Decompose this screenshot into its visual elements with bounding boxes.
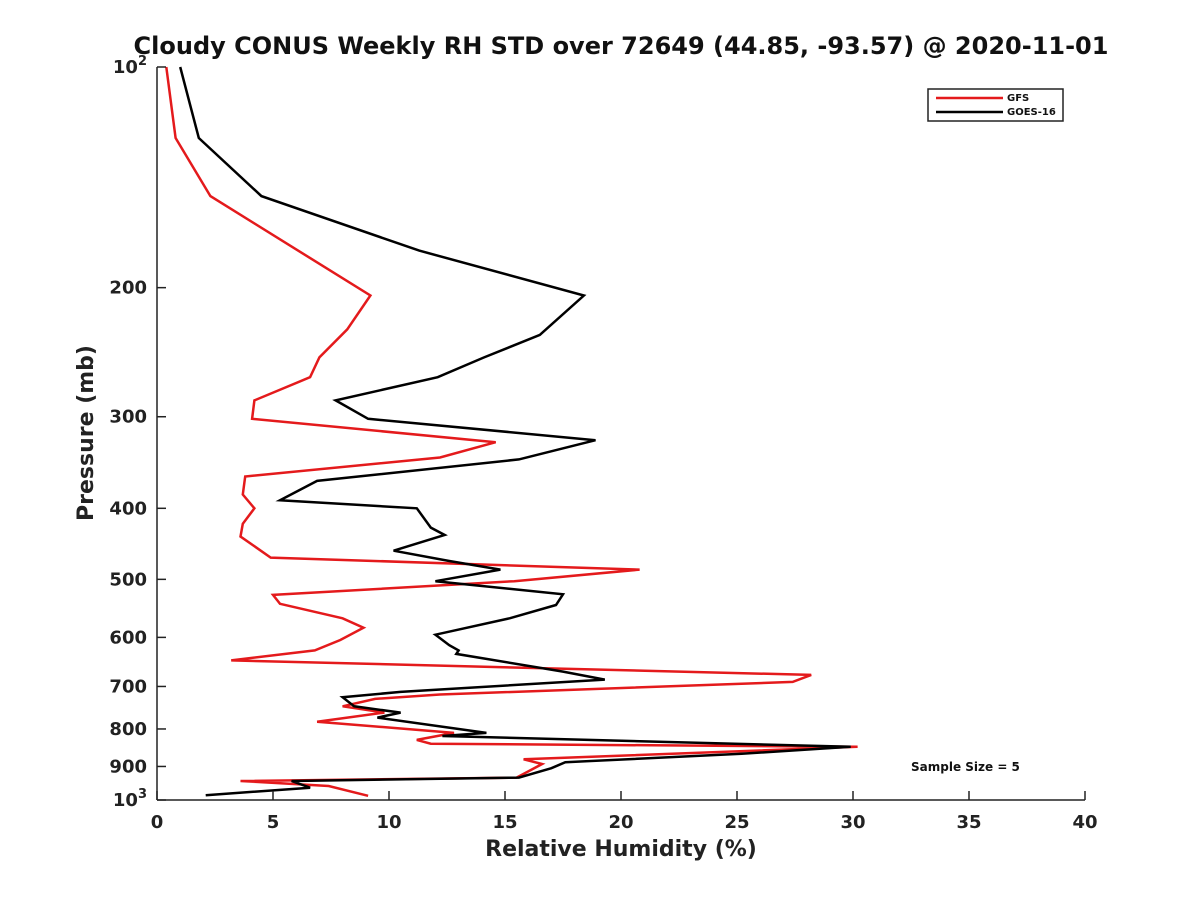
series-line-gfs (165, 66, 858, 798)
y-tick-label: 900 (109, 756, 147, 777)
legend-box (927, 88, 1064, 122)
x-tick-label: 0 (151, 812, 164, 833)
legend-label-gfs: GFS (1007, 93, 1029, 104)
series-line-goes16 (178, 66, 851, 797)
y-tick-label: 800 (109, 719, 147, 740)
x-tick-label: 35 (956, 812, 981, 833)
legend: GFS GOES-16 (927, 88, 1064, 122)
y-axis-label: Pressure (mb) (74, 345, 99, 521)
x-tick-label: 40 (1072, 812, 1097, 833)
plot-area: 0 5 10 15 20 25 30 35 40 200 300 400 500 600 700 800 90… (109, 54, 1097, 833)
y-tick-label: 600 (109, 627, 147, 648)
y-tick-label: 103 (113, 787, 147, 811)
legend-label-goes16: GOES-16 (1007, 107, 1056, 118)
series-layer (165, 66, 858, 798)
y-ticks: 200 300 400 500 600 700 800 900 102 103 (109, 54, 166, 811)
y-tick-label: 700 (109, 676, 147, 697)
y-tick-label: 300 (109, 407, 147, 428)
x-ticks: 0 5 10 15 20 25 30 35 40 (151, 791, 1098, 833)
chart-title: Cloudy CONUS Weekly RH STD over 72649 (4… (134, 32, 1109, 60)
y-tick-label: 102 (113, 54, 147, 78)
x-tick-label: 30 (840, 812, 865, 833)
x-tick-label: 10 (376, 812, 401, 833)
y-tick-label: 400 (109, 498, 147, 519)
x-tick-label: 15 (492, 812, 517, 833)
sample-size-annotation: Sample Size = 5 (911, 760, 1020, 774)
y-tick-label: 200 (109, 278, 147, 299)
x-tick-label: 25 (724, 812, 749, 833)
x-axis-label: Relative Humidity (%) (485, 837, 757, 862)
x-tick-label: 5 (267, 812, 280, 833)
x-tick-label: 20 (608, 812, 633, 833)
y-tick-label: 500 (109, 569, 147, 590)
